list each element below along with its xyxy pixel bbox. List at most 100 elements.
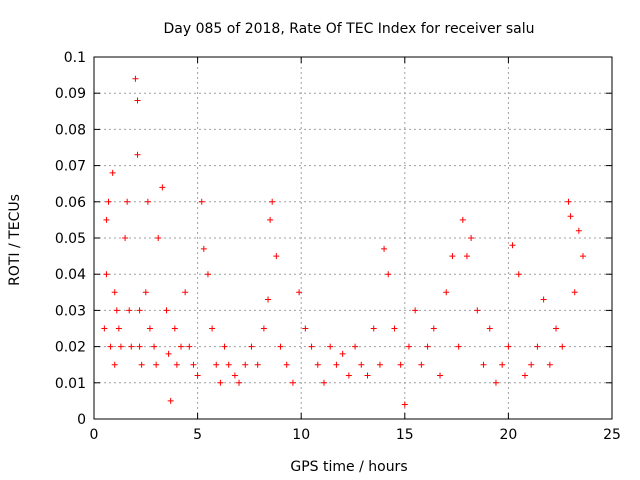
data-point	[186, 343, 193, 350]
y-tick-label: 0.01	[55, 376, 86, 392]
data-point	[171, 325, 178, 332]
x-tick-label: 10	[292, 427, 310, 443]
data-point	[424, 343, 431, 350]
data-point	[103, 271, 110, 278]
data-point	[111, 289, 118, 296]
y-tick-label: 0.07	[55, 159, 86, 175]
y-tick-label: 0.05	[55, 231, 86, 247]
y-tick-label: 0.09	[55, 86, 86, 102]
grid-lines	[94, 57, 612, 419]
x-tick-label: 5	[193, 427, 202, 443]
data-point	[559, 343, 566, 350]
data-point	[339, 350, 346, 357]
data-point	[248, 343, 255, 350]
data-point	[418, 361, 425, 368]
data-point	[138, 361, 145, 368]
data-point	[296, 289, 303, 296]
y-axis-title: ROTI / TECUs	[7, 194, 23, 286]
y-tick-label: 0	[77, 412, 86, 428]
data-point	[459, 216, 466, 223]
x-tick-label: 0	[90, 427, 99, 443]
y-tick-label: 0.04	[55, 267, 86, 283]
data-point	[153, 361, 160, 368]
data-point	[480, 361, 487, 368]
data-point	[231, 372, 238, 379]
data-point	[370, 325, 377, 332]
data-point	[115, 325, 122, 332]
data-point	[190, 361, 197, 368]
chart-title: Day 085 of 2018, Rate Of TEC Index for r…	[163, 21, 534, 37]
data-point	[553, 325, 560, 332]
data-point	[449, 253, 456, 260]
y-tick-label: 0.02	[55, 340, 86, 356]
data-point	[364, 372, 371, 379]
data-point	[182, 289, 189, 296]
data-point	[225, 361, 232, 368]
data-point	[391, 325, 398, 332]
data-point	[320, 379, 327, 386]
data-point	[381, 245, 388, 252]
data-point	[412, 307, 419, 314]
data-point	[107, 343, 114, 350]
data-point	[397, 361, 404, 368]
data-point	[463, 253, 470, 260]
data-point	[302, 325, 309, 332]
data-point	[565, 198, 572, 205]
data-point	[122, 235, 129, 241]
data-point	[136, 307, 143, 314]
y-tick-label: 0.03	[55, 303, 86, 319]
data-point	[468, 235, 475, 241]
data-point	[124, 198, 131, 205]
data-point	[173, 361, 180, 368]
data-point	[509, 242, 516, 249]
data-point	[579, 253, 586, 260]
data-point	[254, 361, 261, 368]
y-tick-label: 0.08	[55, 122, 86, 138]
data-point	[546, 361, 553, 368]
data-point	[146, 325, 153, 332]
data-points	[101, 75, 586, 408]
data-point	[358, 361, 365, 368]
data-point	[376, 361, 383, 368]
data-point	[217, 379, 224, 386]
data-point	[269, 198, 276, 205]
data-point	[113, 307, 120, 314]
data-point	[165, 350, 172, 357]
data-point	[405, 343, 412, 350]
data-point	[142, 289, 149, 296]
data-point	[236, 379, 243, 386]
data-point	[178, 343, 185, 350]
data-point	[265, 296, 272, 303]
data-point	[105, 198, 112, 205]
data-point	[528, 361, 535, 368]
data-point	[204, 271, 211, 278]
data-point	[101, 325, 108, 332]
data-point	[111, 361, 118, 368]
data-point	[198, 198, 205, 205]
data-point	[289, 379, 296, 386]
data-point	[151, 343, 158, 350]
data-point	[515, 271, 522, 278]
x-axis-title: GPS time / hours	[290, 459, 407, 475]
data-point	[194, 372, 201, 379]
data-point	[308, 343, 315, 350]
data-point	[126, 307, 133, 314]
data-point	[167, 397, 174, 404]
x-axis: 0 5 10 15 20 25	[90, 57, 621, 443]
data-point	[385, 271, 392, 278]
data-point	[128, 343, 135, 350]
data-point	[260, 325, 267, 332]
data-point	[505, 343, 512, 350]
data-point	[443, 289, 450, 296]
data-point	[242, 361, 249, 368]
data-point	[117, 343, 124, 350]
data-point	[430, 325, 437, 332]
y-axis: 0 0.01 0.02 0.03 0.04 0.05 0.06 0.07 0.08 0.09 0.1	[55, 50, 612, 428]
data-point	[267, 216, 274, 223]
y-tick-label: 0.1	[64, 50, 86, 66]
data-point	[575, 227, 582, 234]
data-point	[333, 361, 340, 368]
data-point	[209, 325, 216, 332]
